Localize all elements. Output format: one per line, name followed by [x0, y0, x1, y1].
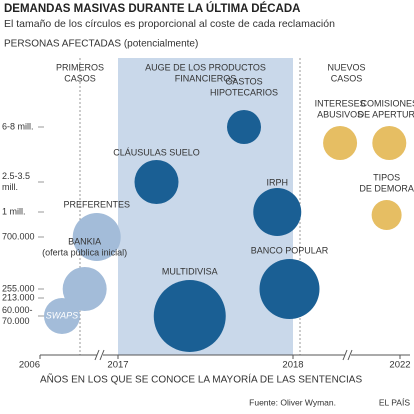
bubble-label: DE DEMORA — [359, 183, 414, 193]
credit: EL PAÍS — [379, 397, 411, 407]
bubble-label: DE APERTURA — [358, 109, 414, 119]
chart-title: DEMANDAS MASIVAS DURANTE LA ÚLTIMA DÉCAD… — [4, 2, 300, 15]
bubble — [371, 200, 402, 230]
bubble-label: COMISIONES — [361, 98, 414, 108]
section-label: CASOS — [331, 73, 363, 83]
bubble — [259, 259, 320, 319]
source: Fuente: Oliver Wyman. — [249, 397, 336, 407]
y-tick-label: 1 mill. — [2, 206, 26, 216]
bubble — [43, 298, 80, 334]
x-axis-title: AÑOS EN LOS QUE SE CONOCE LA MAYORÍA DE … — [40, 373, 362, 386]
axis-break-mark — [347, 349, 353, 361]
bubble — [227, 110, 261, 144]
axis-break — [345, 351, 351, 359]
bubble-label: CLÁUSULAS SUELO — [113, 147, 200, 157]
x-tick-label: 2017 — [107, 360, 128, 371]
y-tick-label: 255.000 — [2, 283, 35, 293]
bubble-label: BANKIA — [68, 236, 101, 246]
bubble-label: BANCO POPULAR — [251, 245, 329, 255]
bubble — [134, 160, 179, 204]
y-tick-label: 60.000- — [2, 305, 33, 315]
bubble-label: HIPOTECARIOS — [210, 87, 278, 97]
bubble — [62, 267, 107, 311]
x-tick-label: 2022 — [389, 360, 410, 371]
chart-subtitle: El tamaño de los círculos es proporciona… — [4, 18, 335, 30]
bubble-label: INTERESES — [315, 98, 366, 108]
bubble-label: IRPH — [266, 177, 288, 187]
bubble-label: GASTOS — [225, 76, 262, 86]
bubble — [153, 280, 226, 352]
y-tick-label: 2.5-3.5 — [2, 171, 30, 181]
axis-break-mark — [99, 349, 105, 361]
bubble-label: (oferta pública inicial) — [42, 247, 127, 257]
bubble-label: TIPOS — [373, 172, 400, 182]
axis-break-mark — [94, 349, 100, 361]
y-axis-title: PERSONAS AFECTADAS (potencialmente) — [4, 39, 198, 50]
bubble-label: ABUSIVOS — [317, 109, 363, 119]
section-label: FINANCIEROS — [175, 73, 237, 83]
bubble — [253, 188, 302, 236]
bubble-label: SWAPS — [46, 310, 78, 320]
background-layer — [38, 58, 410, 361]
y-tick-label: 6-8 mill. — [2, 121, 34, 131]
axis-break-mark — [342, 349, 348, 361]
bubble-label: MULTIDIVISA — [162, 266, 218, 276]
y-tick-label: mill. — [2, 182, 18, 192]
bubble — [372, 126, 407, 160]
bubble-label: PREFERENTES — [63, 199, 130, 209]
section-label: PRIMEROS — [56, 62, 104, 72]
section-label: AUGE DE LOS PRODUCTOS — [145, 62, 266, 72]
y-tick-label: 70.000 — [2, 316, 30, 326]
section-label: CASOS — [64, 73, 96, 83]
bubble — [323, 126, 358, 160]
bubble — [72, 213, 121, 261]
y-tick-label: 213.000 — [2, 292, 35, 302]
x-tick-label: 2006 — [19, 360, 40, 371]
x-tick-label: 2018 — [282, 360, 303, 371]
y-tick-label: 700.000 — [2, 231, 35, 241]
axis-break — [97, 351, 103, 359]
section-label: NUEVOS — [327, 62, 365, 72]
